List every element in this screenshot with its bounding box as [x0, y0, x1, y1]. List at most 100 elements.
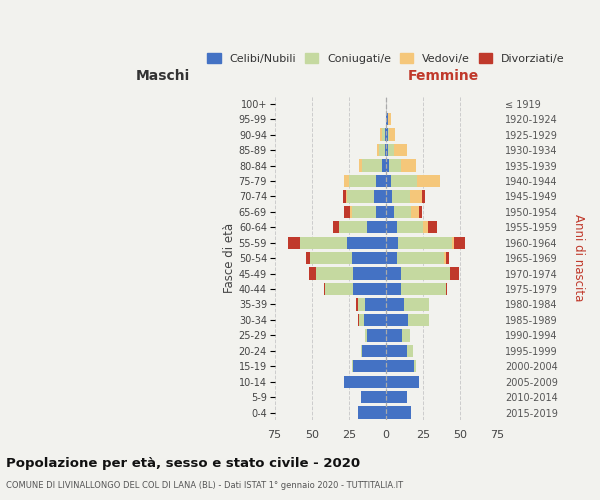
Legend: Celibi/Nubili, Coniugati/e, Vedovi/e, Divorziati/e: Celibi/Nubili, Coniugati/e, Vedovi/e, Di… — [204, 50, 568, 67]
Bar — [386, 314, 409, 326]
Bar — [350, 206, 352, 218]
Bar — [306, 252, 310, 264]
Bar — [428, 221, 437, 234]
Y-axis label: Anni di nascita: Anni di nascita — [572, 214, 585, 302]
Bar — [403, 329, 410, 342]
Text: Maschi: Maschi — [136, 69, 190, 83]
Bar — [382, 160, 386, 172]
Bar — [300, 236, 347, 249]
Bar — [401, 283, 446, 295]
Bar — [407, 344, 413, 357]
Bar — [401, 268, 450, 280]
Bar — [388, 113, 391, 126]
Bar — [309, 268, 316, 280]
Bar — [382, 128, 385, 141]
Bar — [386, 236, 398, 249]
Bar — [386, 329, 403, 342]
Bar — [389, 128, 395, 141]
Bar — [288, 236, 300, 249]
Bar — [364, 314, 386, 326]
Bar — [386, 175, 391, 187]
Bar — [386, 160, 389, 172]
Bar — [410, 190, 422, 202]
Bar — [344, 206, 350, 218]
Bar — [418, 175, 440, 187]
Bar — [422, 190, 425, 202]
Bar — [392, 190, 410, 202]
Bar — [446, 252, 449, 264]
Bar — [379, 144, 385, 156]
Text: Popolazione per età, sesso e stato civile - 2020: Popolazione per età, sesso e stato civil… — [6, 458, 360, 470]
Bar — [310, 252, 352, 264]
Bar — [444, 252, 446, 264]
Bar — [386, 268, 401, 280]
Bar — [358, 298, 365, 310]
Bar — [353, 268, 386, 280]
Bar — [385, 128, 386, 141]
Bar — [352, 252, 386, 264]
Bar — [365, 329, 367, 342]
Bar — [386, 391, 407, 404]
Bar — [386, 360, 415, 372]
Bar — [352, 206, 376, 218]
Bar — [386, 144, 388, 156]
Bar — [347, 236, 386, 249]
Text: COMUNE DI LIVINALLONGO DEL COL DI LANA (BL) - Dati ISTAT 1° gennaio 2020 - TUTTI: COMUNE DI LIVINALLONGO DEL COL DI LANA (… — [6, 481, 403, 490]
Bar — [367, 221, 386, 234]
Bar — [359, 314, 364, 326]
Bar — [358, 314, 359, 326]
Bar — [386, 252, 397, 264]
Bar — [394, 144, 407, 156]
Bar — [349, 175, 376, 187]
Bar — [323, 283, 325, 295]
Bar — [389, 160, 401, 172]
Bar — [338, 221, 367, 234]
Bar — [361, 344, 362, 357]
Bar — [386, 376, 419, 388]
Bar — [386, 128, 388, 141]
Bar — [388, 128, 389, 141]
Bar — [359, 160, 362, 172]
Bar — [362, 344, 386, 357]
Bar — [385, 144, 386, 156]
Bar — [386, 113, 388, 126]
Bar — [361, 391, 386, 404]
Bar — [344, 376, 386, 388]
Bar — [391, 175, 418, 187]
Bar — [358, 406, 386, 418]
Bar — [353, 360, 386, 372]
Bar — [356, 298, 358, 310]
Bar — [386, 406, 412, 418]
Bar — [352, 360, 353, 372]
Bar — [344, 175, 349, 187]
Bar — [419, 206, 422, 218]
Bar — [401, 160, 416, 172]
Bar — [376, 175, 386, 187]
Bar — [397, 221, 423, 234]
Bar — [386, 206, 394, 218]
Bar — [450, 268, 459, 280]
Bar — [386, 221, 397, 234]
Bar — [346, 190, 347, 202]
Bar — [332, 221, 338, 234]
Bar — [412, 206, 419, 218]
Bar — [362, 160, 382, 172]
Bar — [446, 283, 447, 295]
Bar — [343, 190, 346, 202]
Bar — [404, 298, 429, 310]
Bar — [386, 298, 404, 310]
Bar — [454, 236, 465, 249]
Bar — [386, 283, 401, 295]
Bar — [374, 190, 386, 202]
Bar — [347, 190, 374, 202]
Bar — [367, 329, 386, 342]
Bar — [353, 283, 386, 295]
Bar — [365, 298, 386, 310]
Bar — [377, 144, 379, 156]
Bar — [388, 144, 394, 156]
Bar — [423, 221, 428, 234]
Bar — [398, 236, 452, 249]
Text: Femmine: Femmine — [407, 69, 479, 83]
Bar — [376, 206, 386, 218]
Y-axis label: Fasce di età: Fasce di età — [223, 223, 236, 293]
